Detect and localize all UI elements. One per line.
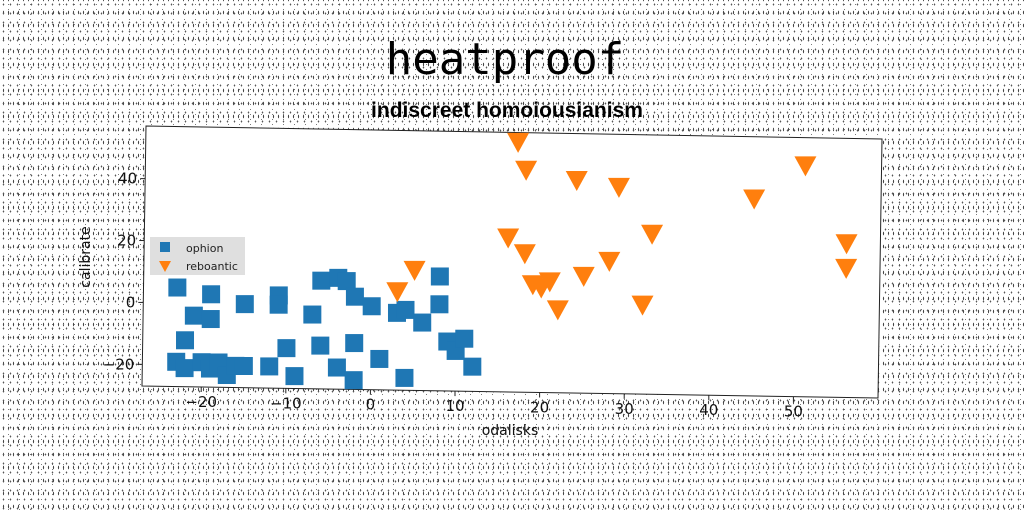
data-point-ophion <box>175 359 194 378</box>
data-point-ophion <box>235 295 254 314</box>
x-tick-label: 30 <box>615 400 634 418</box>
chart-title: heatproof <box>386 34 624 85</box>
chart-subtitle: indiscreet homoiousianism <box>371 99 643 122</box>
legend-label-reboantic: reboantic <box>186 260 238 273</box>
data-point-ophion <box>311 336 330 355</box>
data-point-ophion <box>396 300 415 319</box>
data-point-ophion <box>362 297 381 316</box>
data-point-ophion <box>303 305 322 324</box>
data-point-ophion <box>430 267 449 286</box>
data-point-reboantic <box>835 234 858 255</box>
data-point-reboantic <box>530 278 553 299</box>
y-tick-label: 40 <box>118 170 137 188</box>
data-point-reboantic <box>386 282 409 303</box>
data-point-reboantic <box>641 224 664 245</box>
data-point-ophion <box>168 278 187 297</box>
legend-marker-ophion <box>160 242 170 252</box>
plot-frame <box>141 125 883 399</box>
data-point-ophion <box>395 368 414 387</box>
data-point-ophion <box>234 357 253 375</box>
data-point-ophion <box>337 272 356 291</box>
data-point-ophion <box>345 334 364 353</box>
data-point-ophion <box>327 358 346 377</box>
legend-marker-reboantic <box>159 261 171 272</box>
x-tick-label: 0 <box>366 396 376 414</box>
axis-ticks: −20 −10 0 10 20 30 40 50 −20 0 20 40 <box>103 170 803 421</box>
x-tick-label: −20 <box>185 393 217 411</box>
data-point-ophion <box>184 306 203 325</box>
data-point-reboantic <box>515 160 538 181</box>
data-point-ophion <box>269 295 288 314</box>
y-tick-label: −20 <box>103 355 135 373</box>
data-point-ophion <box>370 349 389 368</box>
data-point-ophion <box>455 329 474 348</box>
data-point-reboantic <box>565 170 588 191</box>
data-point-reboantic <box>835 258 858 279</box>
data-point-ophion <box>285 367 304 386</box>
data-point-reboantic <box>572 266 595 287</box>
data-point-ophion <box>413 313 432 332</box>
data-point-reboantic <box>598 251 621 272</box>
data-point-reboantic <box>631 295 654 316</box>
data-point-reboantic <box>794 156 817 177</box>
data-point-ophion <box>312 271 331 290</box>
data-point-reboantic <box>546 300 569 321</box>
x-tick-label: 20 <box>530 398 549 416</box>
data-point-ophion <box>277 339 296 358</box>
data-point-reboantic <box>607 177 630 198</box>
data-points <box>167 132 858 390</box>
data-point-reboantic <box>497 228 520 249</box>
data-point-reboantic <box>513 244 536 265</box>
x-tick-label: −10 <box>270 394 302 412</box>
legend-label-ophion: ophion <box>186 242 223 255</box>
y-tick-label: 20 <box>117 232 136 250</box>
y-tick-label: 0 <box>126 293 136 311</box>
x-tick-label: 10 <box>445 397 464 415</box>
data-point-reboantic <box>743 189 766 210</box>
data-point-ophion <box>202 285 221 304</box>
y-axis-label: calibrate <box>78 226 94 287</box>
data-point-ophion <box>463 357 482 376</box>
data-point-ophion <box>176 331 195 350</box>
data-point-reboantic <box>403 260 426 281</box>
data-point-reboantic <box>507 132 530 153</box>
data-point-ophion <box>345 287 364 306</box>
data-point-ophion <box>201 310 220 329</box>
x-axis-label: odalisks <box>482 423 539 439</box>
legend: ophion reboantic <box>150 237 245 275</box>
data-point-ophion <box>260 357 279 376</box>
x-tick-label: 40 <box>699 401 718 419</box>
data-point-ophion <box>430 295 449 314</box>
x-tick-label: 50 <box>784 403 803 421</box>
data-point-ophion <box>344 371 363 390</box>
